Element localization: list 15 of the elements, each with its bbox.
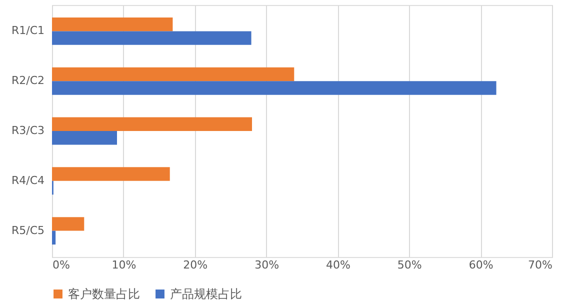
y-tick-label: R3/C3 xyxy=(11,124,44,137)
x-tick-label: 40% xyxy=(326,258,350,272)
x-tick-label: 70% xyxy=(528,258,552,272)
x-tick-label: 20% xyxy=(183,258,208,272)
legend-label: 客户数量占比 xyxy=(68,287,140,301)
x-tick-label: 60% xyxy=(468,258,494,272)
legend-label: 产品规模占比 xyxy=(170,287,242,301)
x-tick-label: 50% xyxy=(397,258,422,272)
x-tick-label: 30% xyxy=(254,258,280,272)
y-tick-label: R1/C1 xyxy=(11,24,44,38)
x-tick-label: 10% xyxy=(112,258,136,272)
x-tick-label: 0% xyxy=(52,258,70,272)
y-tick-label: R5/C5 xyxy=(11,224,44,237)
y-tick-label: R4/C4 xyxy=(11,174,44,187)
y-tick-label: R2/C2 xyxy=(11,74,44,88)
